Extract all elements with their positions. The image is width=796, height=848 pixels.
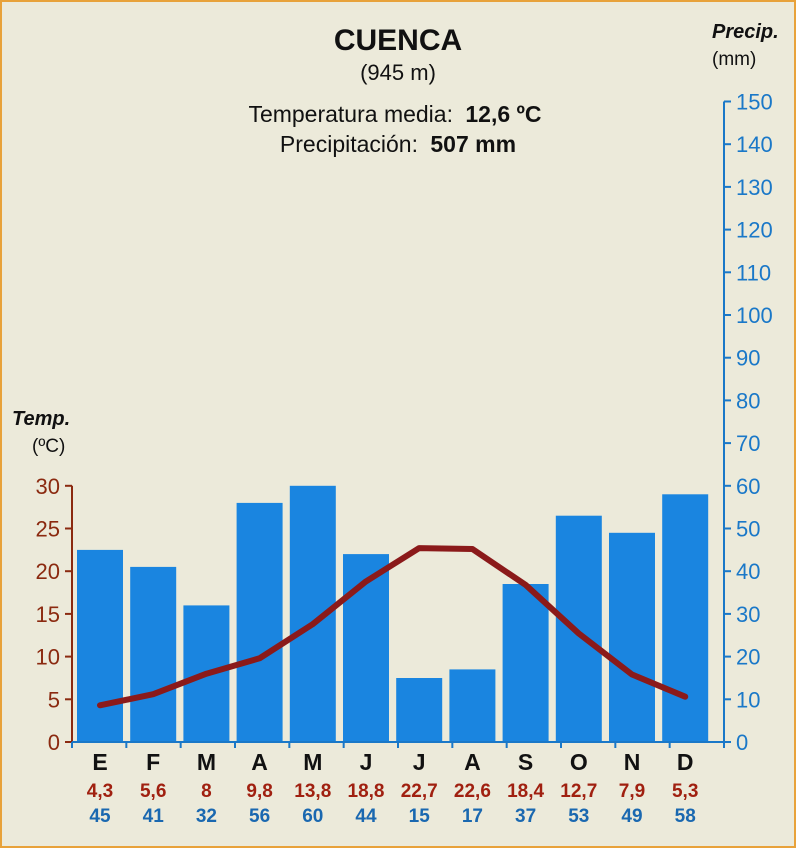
month-label-11: D [677, 749, 694, 775]
right-tick-label-0: 0 [736, 730, 748, 755]
precip-bar-0 [77, 549, 123, 742]
temperature-series-line [97, 545, 689, 709]
month-label-5: J [360, 749, 373, 775]
temp-value-label-0: 4,3 [87, 781, 113, 802]
left-tick-label-2: 10 [36, 645, 60, 670]
temp-value-label-5: 18,8 [348, 781, 385, 802]
chart-title: CUENCA [334, 24, 462, 57]
month-label-1: F [146, 749, 160, 775]
right-tick-label-5: 50 [736, 517, 760, 542]
right-tick-label-11: 110 [736, 260, 771, 285]
month-label-8: S [518, 749, 533, 775]
temp-value-label-1: 5,6 [140, 781, 166, 802]
precip-value-label-8: 37 [515, 806, 536, 827]
precip-bar-10 [609, 532, 655, 742]
month-label-4: M [303, 749, 322, 775]
month-labels: E 4,3 45 F 5,6 41 M 8 32 A 9,8 56 M 13,8 60 J 18,8 44 J 22,… [87, 749, 699, 827]
precip-bar-9 [555, 515, 602, 742]
precip-value-label-2: 32 [196, 806, 217, 827]
summary-precipitation-value: 507 mm [430, 131, 516, 157]
left-tick-label-6: 30 [36, 474, 60, 499]
precip-bar-8 [502, 584, 549, 742]
right-tick-label-14: 140 [736, 132, 773, 157]
month-label-6: J [413, 749, 426, 775]
right-tick-label-4: 40 [736, 559, 760, 584]
right-tick-label-10: 100 [736, 303, 773, 328]
left-tick-label-5: 25 [36, 517, 60, 542]
precip-value-label-1: 41 [143, 806, 165, 827]
summary-temperature-label: Temperatura media: [248, 101, 453, 127]
precip-value-label-3: 56 [249, 806, 270, 827]
temp-value-label-3: 9,8 [246, 781, 272, 802]
right-tick-label-15: 150 [736, 90, 773, 115]
left-tick-label-3: 15 [36, 602, 60, 627]
precip-bar-1 [130, 566, 177, 742]
summary-precipitation: Precipitación: 507 mm [280, 131, 516, 157]
precip-value-label-11: 58 [675, 806, 696, 827]
precip-value-label-4: 60 [302, 806, 323, 827]
right-tick-label-13: 130 [736, 175, 773, 200]
right-tick-label-1: 10 [736, 687, 760, 712]
month-label-9: O [570, 749, 588, 775]
left-tick-label-0: 0 [48, 730, 60, 755]
precip-value-label-6: 15 [409, 806, 431, 827]
right-tick-label-6: 60 [736, 474, 760, 499]
precip-value-label-0: 45 [89, 806, 111, 827]
month-label-3: A [251, 749, 268, 775]
axes: 0 5 10 15 20 25 30 0 10 20 30 40 50 60 70 80 90 100 110 120… [36, 90, 773, 756]
precipitation-bars [77, 485, 709, 742]
precip-bar-6 [396, 678, 443, 742]
temp-value-label-7: 22,6 [454, 781, 491, 802]
temp-value-label-11: 5,3 [672, 781, 698, 802]
right-tick-label-7: 70 [736, 431, 760, 456]
temp-value-label-4: 13,8 [294, 781, 331, 802]
left-tick-label-1: 5 [48, 687, 60, 712]
temperature-line [97, 545, 689, 709]
temp-value-label-8: 18,4 [507, 781, 544, 802]
right-tick-label-12: 120 [736, 218, 773, 243]
month-label-2: M [197, 749, 216, 775]
precip-value-label-9: 53 [568, 806, 589, 827]
temp-value-label-6: 22,7 [401, 781, 438, 802]
right-tick-label-3: 30 [736, 602, 760, 627]
chart-subtitle: (945 m) [360, 60, 436, 85]
month-label-0: E [92, 749, 107, 775]
precip-value-label-10: 49 [621, 806, 642, 827]
right-tick-label-2: 20 [736, 645, 760, 670]
left-axis-label: Temp. [12, 408, 70, 430]
temp-value-label-9: 12,7 [560, 781, 597, 802]
right-tick-label-8: 80 [736, 388, 760, 413]
summary-temperature: Temperatura media: 12,6 ºC [248, 101, 541, 127]
precip-bar-7 [449, 669, 496, 742]
precip-value-label-7: 17 [462, 806, 483, 827]
summary-temperature-value: 12,6 ºC [465, 101, 541, 127]
month-label-7: A [464, 749, 481, 775]
right-tick-label-9: 90 [736, 346, 760, 371]
temp-value-label-10: 7,9 [619, 781, 645, 802]
left-axis-unit: (ºC) [32, 436, 65, 457]
precip-bar-11 [662, 494, 709, 742]
precip-bar-3 [236, 502, 283, 742]
precip-value-label-5: 44 [355, 806, 377, 827]
left-tick-label-4: 20 [36, 559, 60, 584]
summary-precipitation-label: Precipitación: [280, 131, 418, 157]
right-axis-unit: (mm) [712, 49, 756, 70]
right-axis-label: Precip. [712, 21, 779, 43]
precip-bar-5 [343, 554, 389, 742]
temp-value-label-2: 8 [201, 781, 212, 802]
month-label-10: N [624, 749, 641, 775]
